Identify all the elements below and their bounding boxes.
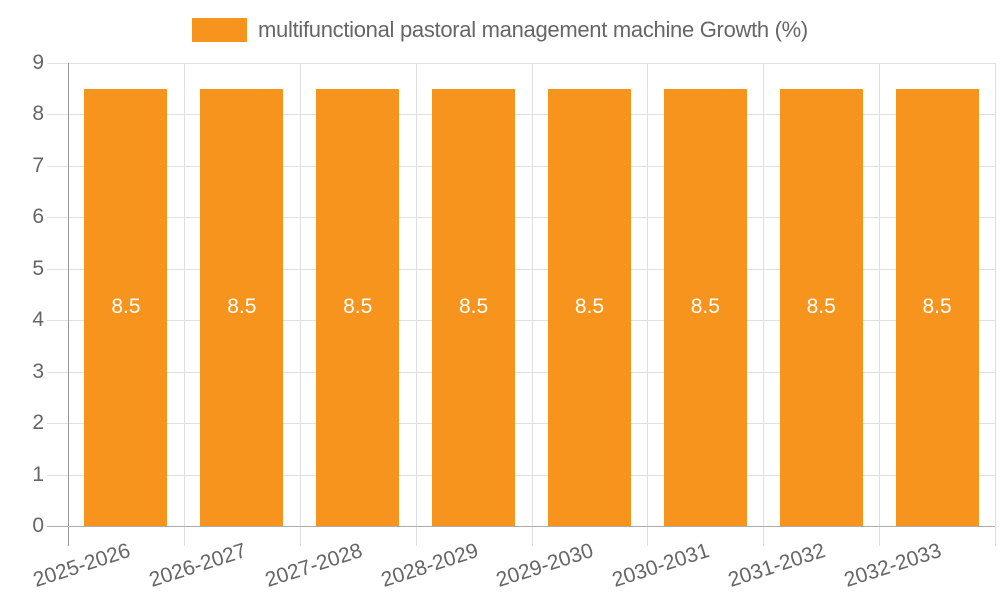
- y-gridline: [47, 268, 995, 270]
- y-axis-tick-label: 5: [32, 256, 44, 280]
- legend-swatch-icon: [192, 18, 248, 42]
- y-gridline: [47, 474, 995, 476]
- y-axis-tick-label: 2: [32, 411, 44, 435]
- x-gridline: [531, 63, 533, 546]
- x-gridline: [763, 63, 765, 546]
- x-gridline: [647, 63, 649, 546]
- y-gridline: [47, 114, 995, 116]
- y-gridline: [47, 423, 995, 425]
- y-gridline: [47, 217, 995, 219]
- bar[interactable]: 8.5: [84, 88, 168, 526]
- y-gridline: [47, 371, 995, 373]
- bar-value-label: 8.5: [111, 295, 141, 319]
- y-axis-tick-label: 6: [32, 205, 44, 229]
- bar-value-label: 8.5: [690, 295, 720, 319]
- y-gridline: [47, 63, 995, 64]
- y-axis-tick-label: 0: [32, 514, 44, 537]
- x-gridline: [995, 63, 996, 546]
- x-gridline: [879, 63, 881, 546]
- bar[interactable]: 8.5: [432, 88, 516, 526]
- y-gridline: [47, 320, 995, 322]
- y-axis-tick-label: 8: [32, 102, 44, 126]
- y-axis-tick-label: 1: [32, 462, 44, 486]
- y-axis-tick-label: 7: [32, 153, 44, 177]
- y-axis-line: [68, 63, 69, 546]
- bar-value-label: 8.5: [574, 295, 605, 319]
- bar[interactable]: 8.5: [779, 88, 863, 526]
- bar[interactable]: 8.5: [316, 88, 400, 526]
- bar-value-label: 8.5: [227, 295, 257, 319]
- y-axis-tick-label: 4: [32, 308, 44, 332]
- bar-value-label: 8.5: [922, 295, 952, 319]
- bar-value-label: 8.5: [343, 295, 373, 319]
- bar-value-label: 8.5: [458, 295, 489, 319]
- bar[interactable]: 8.5: [663, 88, 747, 526]
- bar[interactable]: 8.5: [547, 88, 631, 526]
- x-gridline: [299, 63, 301, 546]
- x-gridline: [183, 63, 185, 546]
- x-gridline: [415, 63, 417, 546]
- legend[interactable]: multifunctional pastoral management mach…: [0, 17, 1000, 43]
- x-axis-line: [47, 526, 995, 527]
- y-axis-tick-label: 9: [32, 51, 44, 74]
- bar-value-label: 8.5: [806, 295, 836, 319]
- bar[interactable]: 8.5: [200, 88, 284, 526]
- plot-area: 8.5 8.5 8.5 8.5 8.5 8.5 8.5 8.5 2025-2026 2026-20…: [30, 63, 996, 592]
- bar[interactable]: 8.5: [895, 88, 979, 526]
- y-gridline: [47, 165, 995, 167]
- legend-label: multifunctional pastoral management mach…: [258, 17, 808, 42]
- y-axis-tick-label: 3: [32, 359, 44, 383]
